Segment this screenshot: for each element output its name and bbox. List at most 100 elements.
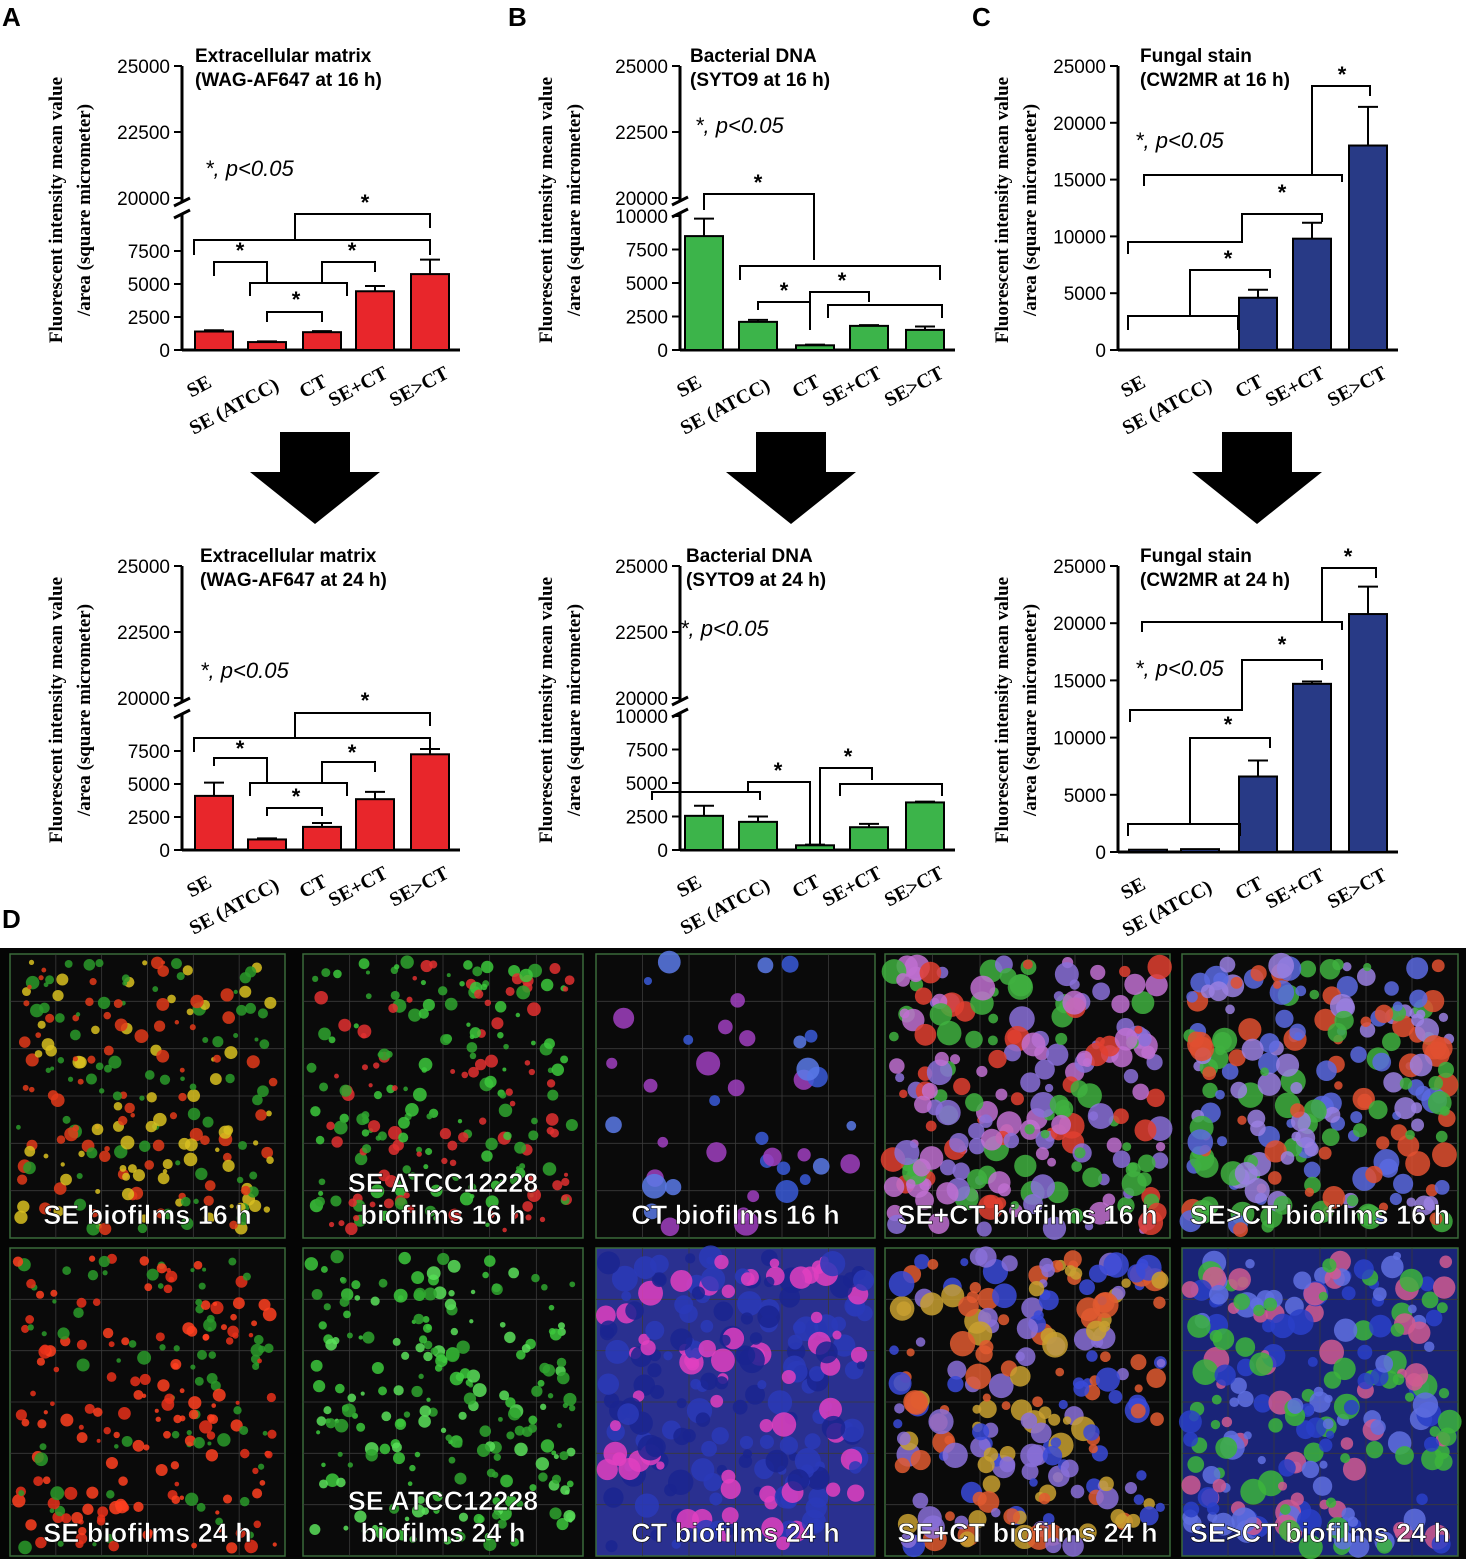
cell-blob: [915, 1337, 926, 1347]
cell-blob: [195, 1298, 203, 1306]
cell-blob: [104, 1145, 110, 1152]
cell-blob: [418, 1335, 428, 1344]
cell-blob: [226, 1542, 238, 1554]
cell-blob: [484, 1075, 497, 1088]
cell-blob: [86, 1147, 98, 1159]
cell-blob: [97, 996, 111, 1010]
cell-blob: [1137, 1172, 1152, 1187]
cell-blob: [262, 1307, 277, 1322]
cell-blob: [664, 1178, 682, 1196]
cell-blob: [95, 1062, 104, 1071]
cell-blob: [112, 1091, 122, 1101]
cell-blob: [353, 1023, 359, 1029]
cell-blob: [230, 1313, 237, 1321]
cell-blob: [87, 1055, 96, 1064]
cell-blob: [1438, 1012, 1449, 1023]
cell-blob: [23, 1161, 36, 1175]
cell-blob: [972, 1423, 990, 1441]
data-bar: [1292, 682, 1332, 853]
cell-blob: [1378, 1202, 1389, 1212]
cell-blob: [819, 1397, 842, 1421]
cell-blob: [38, 975, 44, 981]
cell-blob: [947, 1360, 967, 1380]
cell-blob: [713, 1301, 734, 1322]
y-tick-label: 15000: [1053, 671, 1106, 692]
cell-blob: [70, 1029, 81, 1041]
cell-blob: [422, 998, 435, 1012]
cell-blob: [248, 1332, 254, 1338]
micrograph-label: CT biofilms 24 h: [631, 1518, 840, 1548]
cell-blob: [514, 1141, 527, 1154]
cell-blob: [1007, 1029, 1022, 1045]
cell-blob: [617, 1403, 639, 1425]
cell-blob: [820, 1251, 846, 1277]
cell-blob: [1001, 1401, 1011, 1411]
chart-dna-24h: Fluorescent intensity mean value/area (s…: [536, 546, 955, 939]
cell-blob: [503, 1131, 512, 1141]
cell-blob: [1399, 1077, 1413, 1090]
cell-blob: [547, 1393, 554, 1399]
cell-blob: [448, 1208, 461, 1222]
cell-blob: [47, 1497, 60, 1510]
cell-blob: [1332, 958, 1344, 971]
cell-blob: [1405, 1130, 1415, 1140]
cell-blob: [965, 1363, 992, 1390]
cell-blob: [170, 1358, 182, 1370]
cell-blob: [975, 1246, 997, 1268]
cell-blob: [514, 1442, 528, 1457]
cell-blob: [176, 972, 185, 981]
cell-blob: [765, 1449, 789, 1473]
cell-blob: [1253, 1394, 1273, 1413]
cell-blob: [203, 1212, 215, 1224]
cell-blob: [905, 1179, 916, 1189]
cell-blob: [1429, 1426, 1441, 1437]
cell-blob: [1102, 1193, 1116, 1207]
cell-blob: [375, 1135, 382, 1141]
cell-blob: [793, 1035, 807, 1049]
cell-blob: [663, 1351, 673, 1361]
cell-blob: [82, 1503, 94, 1515]
category-label: SE+CT: [325, 862, 392, 912]
cell-blob: [413, 1287, 427, 1301]
cell-blob: [1087, 1103, 1114, 1129]
cell-blob: [397, 1116, 410, 1129]
cell-blob: [253, 1140, 259, 1146]
cell-blob: [449, 1159, 457, 1167]
y-tick-label: 0: [1095, 341, 1106, 362]
cell-blob: [385, 1050, 393, 1058]
cell-blob: [421, 1067, 428, 1073]
cell-blob: [170, 1461, 180, 1470]
cell-blob: [105, 1456, 118, 1470]
cell-blob: [603, 1487, 624, 1508]
cell-blob: [1399, 1268, 1424, 1293]
cell-blob: [1064, 1265, 1077, 1277]
cell-blob: [245, 966, 257, 978]
cell-blob: [551, 1063, 565, 1076]
cell-blob: [360, 1032, 367, 1039]
cell-blob: [1237, 1115, 1247, 1125]
cell-blob: [543, 1038, 555, 1050]
cell-blob: [1001, 1255, 1018, 1272]
cell-blob: [850, 1346, 868, 1364]
panel-label-b: B: [508, 2, 527, 32]
cell-blob: [209, 1073, 222, 1085]
cell-blob: [557, 1423, 562, 1429]
cell-blob: [97, 1506, 109, 1518]
cell-blob: [1215, 1089, 1225, 1100]
cell-blob: [130, 1112, 135, 1118]
category-label: CT: [296, 870, 331, 903]
cell-blob: [133, 1389, 144, 1400]
cell-blob: [481, 960, 494, 974]
cell-blob: [338, 1220, 345, 1227]
cell-blob: [950, 1054, 961, 1065]
cell-blob: [1010, 1200, 1020, 1210]
cell-blob: [977, 1456, 995, 1474]
cell-blob: [1352, 1123, 1368, 1138]
cell-blob: [333, 969, 342, 979]
significance-star: *: [1338, 62, 1347, 87]
cell-blob: [117, 1115, 128, 1126]
cell-blob: [1047, 1157, 1057, 1167]
cell-blob: [1237, 1390, 1254, 1408]
cell-blob: [1438, 1427, 1457, 1446]
cell-blob: [1244, 1178, 1270, 1204]
